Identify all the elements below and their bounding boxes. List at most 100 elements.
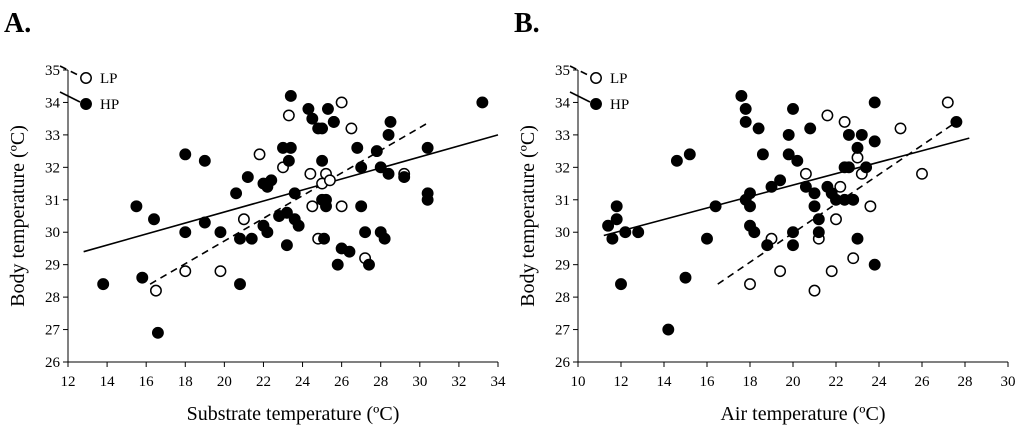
legend-label-lp: LP: [100, 71, 118, 87]
chart-a-svg: 12 14 16 18 20 22 24 26 28 30 32 34 26 27 28 29 30 31 32 33…: [7, 63, 506, 425]
data-point-hp: [615, 278, 627, 291]
chart-b-svg: 10 12 14 16 18 20 22 24 26 28 30 26 27 28 29 30 31 32 33 34…: [517, 63, 1016, 425]
data-point-hp: [230, 187, 243, 200]
data-point-hp: [97, 278, 110, 291]
data-point-lp: [830, 213, 842, 226]
data-point-hp: [632, 226, 645, 239]
data-point-hp: [302, 102, 315, 115]
data-point-hp: [288, 187, 301, 200]
data-point-hp: [787, 239, 799, 252]
data-point-hp: [148, 213, 160, 226]
y-tick-label: 27: [555, 323, 571, 339]
data-point-hp: [782, 128, 795, 141]
y-tick-label: 33: [45, 128, 60, 144]
legend-marker-hp: [590, 98, 602, 110]
data-point-hp: [320, 193, 332, 206]
y-tick-label: 31: [555, 193, 570, 209]
data-point-hp: [318, 232, 330, 245]
data-point-hp: [355, 200, 368, 213]
data-point-hp: [351, 141, 364, 154]
y-tick-label: 32: [45, 160, 60, 176]
legend-marker-lp: [80, 72, 92, 84]
data-point-hp: [670, 154, 683, 167]
data-point-hp: [398, 171, 411, 184]
data-point-hp: [331, 258, 344, 271]
y-tick-label: 30: [45, 225, 60, 241]
data-point-hp: [359, 226, 372, 239]
x-tick-label: 28: [958, 374, 973, 390]
y-tick-label: 33: [555, 128, 570, 144]
legend-marker-lp: [590, 72, 602, 84]
y-tick-label: 32: [555, 160, 570, 176]
y-tick-label: 28: [555, 290, 570, 306]
x-tick-label: 24: [872, 374, 888, 390]
legend-line-hp: [569, 91, 591, 103]
data-point-hp: [752, 122, 765, 135]
x-axis-title: Substrate temperature (ºC): [187, 403, 400, 425]
y-tick-label: 28: [45, 290, 60, 306]
y-axis-title: Body temperature (ºC): [517, 125, 539, 307]
data-point-hp: [282, 154, 295, 167]
data-point-hp: [610, 213, 623, 226]
legend-label-hp: HP: [610, 97, 629, 113]
data-point-lp: [744, 278, 756, 291]
data-point-lp: [253, 148, 266, 161]
data-point-hp: [602, 219, 615, 232]
x-tick-label: 26: [334, 374, 350, 390]
x-tick-label: 26: [915, 374, 931, 390]
x-tick-label: 22: [256, 374, 271, 390]
data-point-hp: [421, 193, 434, 206]
data-point-hp: [791, 154, 804, 167]
legend-marker-hp: [80, 98, 92, 110]
data-point-hp: [799, 180, 812, 193]
y-tick-label: 30: [555, 225, 570, 241]
data-point-hp: [868, 135, 881, 148]
x-tick-label: 32: [451, 374, 466, 390]
y-tick-label: 26: [45, 355, 61, 371]
data-point-hp: [421, 141, 434, 154]
data-point-lp: [237, 213, 250, 226]
y-tick-label: 26: [555, 355, 571, 371]
x-tick-label: 16: [700, 374, 716, 390]
data-point-hp: [868, 258, 881, 271]
data-point-hp: [619, 226, 632, 239]
x-tick-label: 16: [139, 374, 155, 390]
data-point-hp: [316, 122, 329, 135]
data-point-hp: [683, 148, 696, 161]
data-point-hp: [355, 161, 368, 174]
data-point-hp: [363, 258, 375, 271]
panel-b: B. 10 12 14 16 18 20 22 24 26 28 30 26 27 28 29 30 31 32 3…: [510, 0, 1020, 430]
data-point-hp: [327, 115, 340, 128]
data-point-hp: [214, 226, 227, 239]
data-point-lp: [941, 96, 954, 109]
data-point-hp: [316, 154, 329, 167]
legend-label-lp: LP: [610, 71, 628, 87]
x-tick-label: 28: [373, 374, 388, 390]
data-point-lp: [335, 200, 348, 213]
data-point-lp: [304, 167, 317, 180]
x-tick-label: 12: [61, 374, 76, 390]
data-point-hp: [808, 200, 821, 213]
data-point-hp: [701, 232, 713, 245]
data-point-hp: [234, 278, 246, 291]
data-point-hp: [374, 161, 387, 174]
y-tick-label: 34: [555, 95, 571, 111]
data-point-lp: [834, 180, 847, 193]
data-point-hp: [292, 219, 305, 232]
y-tick-label: 29: [45, 258, 60, 274]
data-point-hp: [748, 226, 761, 239]
legend-line-lp: [569, 65, 591, 77]
data-point-hp: [151, 326, 164, 339]
data-point-hp: [370, 145, 383, 158]
y-tick-label: 29: [555, 258, 570, 274]
fit-line-lp: [149, 121, 430, 285]
data-point-hp: [610, 200, 623, 213]
legend-line-lp: [59, 65, 81, 77]
y-tick-label: 27: [45, 323, 61, 339]
data-point-hp: [950, 115, 963, 128]
data-point-hp: [234, 232, 246, 245]
x-tick-label: 14: [100, 374, 116, 390]
data-point-hp: [868, 96, 881, 109]
data-point-hp: [384, 115, 397, 128]
data-point-lp: [214, 265, 227, 278]
